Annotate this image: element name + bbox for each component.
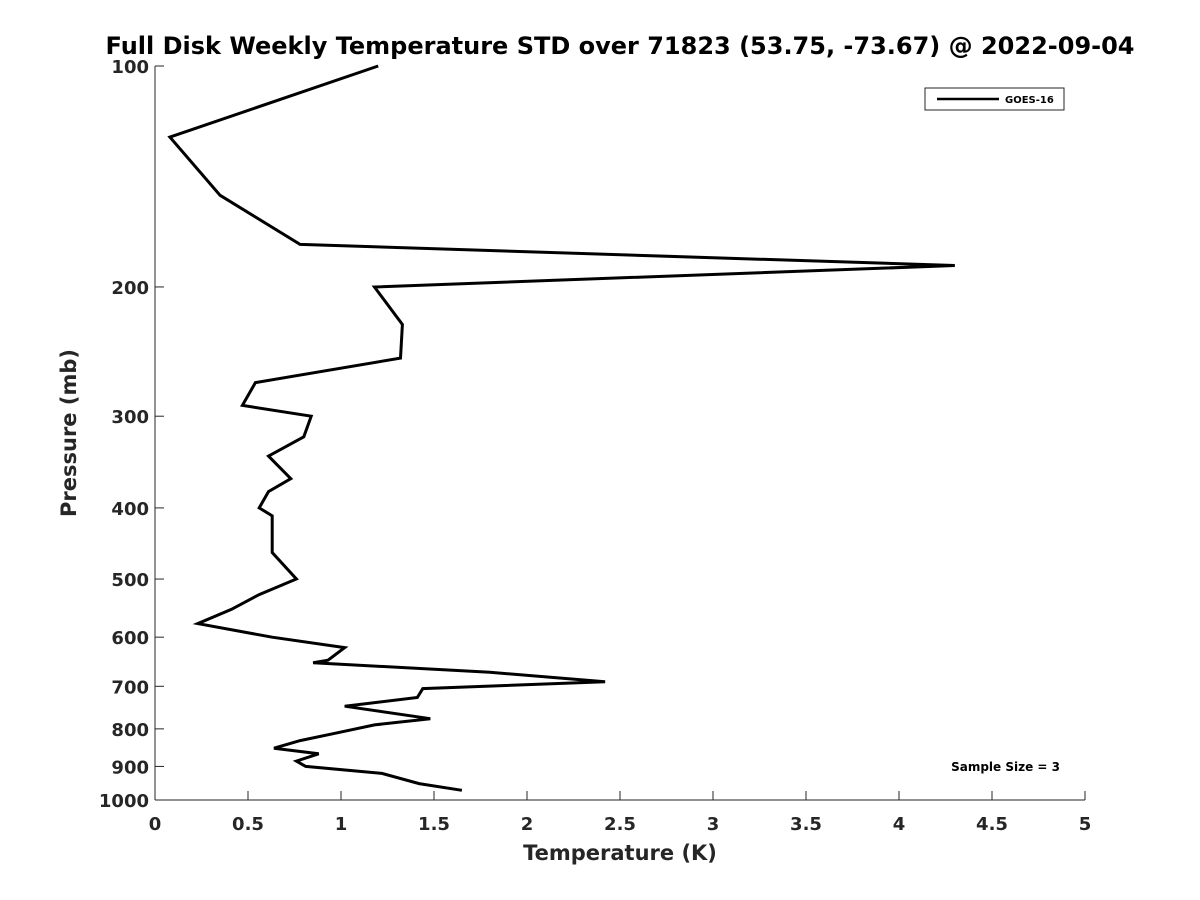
chart-title: Full Disk Weekly Temperature STD over 71…	[106, 32, 1135, 60]
x-tick-label: 0	[149, 814, 162, 835]
x-tick-label: 5	[1079, 814, 1092, 835]
y-tick-label: 200	[111, 278, 149, 299]
y-tick-label: 100	[111, 57, 149, 78]
x-tick-label: 2	[521, 814, 534, 835]
y-tick-label: 400	[111, 499, 149, 520]
x-tick-label: 3.5	[790, 814, 822, 835]
x-tick-label: 3	[707, 814, 720, 835]
x-tick-label: 4	[893, 814, 906, 835]
legend: GOES-16	[924, 87, 1065, 111]
x-tick-label: 2.5	[604, 814, 636, 835]
y-tick-label: 1000	[99, 791, 149, 812]
sample-size-annotation: Sample Size = 3	[951, 760, 1060, 774]
y-tick-label: 900	[111, 757, 149, 778]
y-axis-label: Pressure (mb)	[57, 349, 81, 517]
y-tick-label: 700	[111, 677, 149, 698]
y-tick-label: 500	[111, 570, 149, 591]
x-axis-label: Temperature (K)	[523, 841, 717, 865]
series-layer	[167, 64, 955, 792]
x-tick-label: 1	[335, 814, 348, 835]
x-tick-label: 1.5	[418, 814, 450, 835]
y-tick-label: 300	[111, 407, 149, 428]
y-tick-label: 600	[111, 628, 149, 649]
x-tick-label: 4.5	[976, 814, 1008, 835]
series-line-goes-16	[167, 64, 955, 792]
legend-entry-goes-16: GOES-16	[1005, 95, 1054, 106]
x-tick-label: 0.5	[232, 814, 264, 835]
x-ticks: 0 0.5 1 1.5 2 2.5 3 3.5 4 4.5 5	[149, 791, 1092, 835]
y-ticks: 100 200 300 400 500 600 700 800 900 1000	[99, 57, 164, 812]
axes	[154, 66, 1085, 801]
y-tick-label: 800	[111, 720, 149, 741]
